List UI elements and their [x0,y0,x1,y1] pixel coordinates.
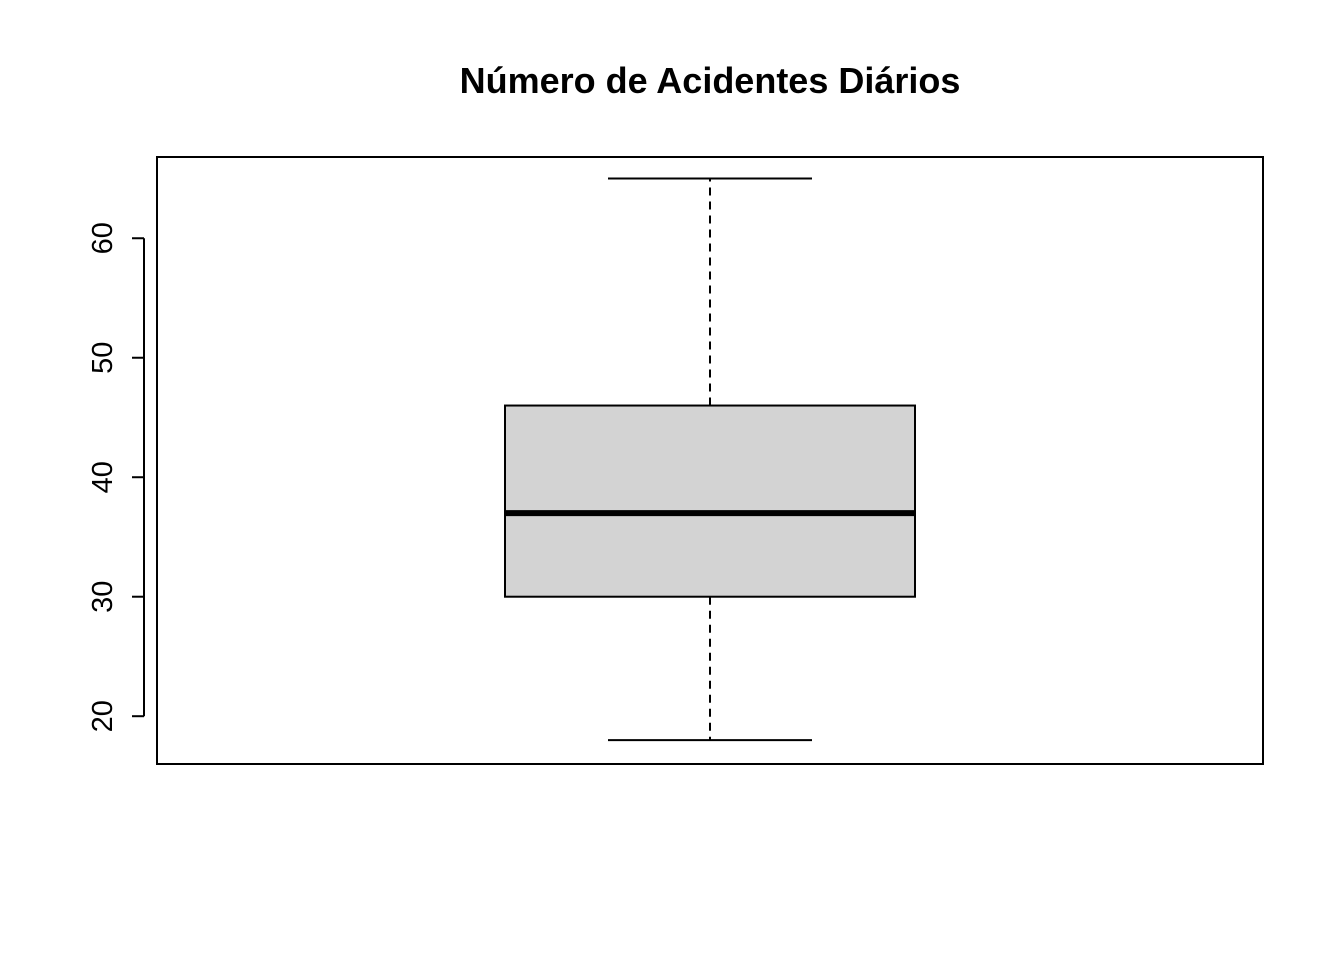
y-tick-label: 30 [87,581,119,613]
y-axis: 20 30 40 50 60 [87,222,145,732]
y-tick-label: 60 [87,222,119,254]
chart-title: Número de Acidentes Diários [460,60,961,101]
y-tick-label: 50 [87,342,119,374]
plot-frame [156,156,1264,765]
iqr-box [504,404,916,598]
y-tick-label: 40 [87,461,119,493]
y-tick-label: 20 [87,700,119,732]
box-group [504,177,916,742]
